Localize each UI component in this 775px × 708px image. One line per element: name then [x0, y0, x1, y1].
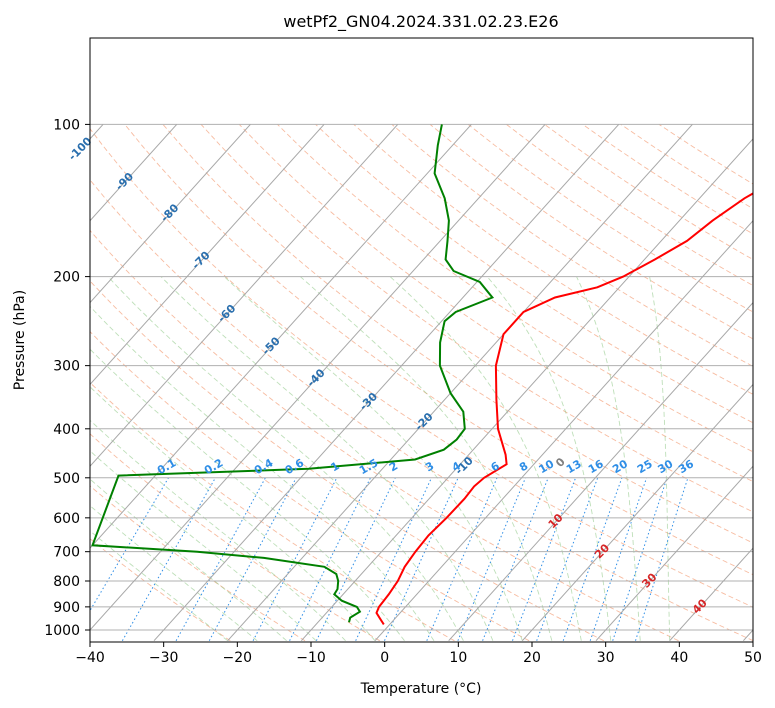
isotherm-line: [521, 383, 753, 642]
mixing-ratio-line: [426, 477, 498, 641]
y-tick-label: 800: [53, 574, 80, 590]
x-tick-label: 10: [449, 650, 467, 666]
isotherm-line: [669, 547, 753, 642]
axis-layer: −40 −30 −20 −10 0 10 20 30 40 50 100 200 300 400 500 60…: [44, 117, 762, 666]
isotherm-line: [90, 124, 325, 386]
x-tick-label: −10: [296, 650, 326, 666]
isotherm-line: [90, 124, 546, 631]
grid-layer: [90, 123, 753, 642]
x-tick-label: −40: [75, 650, 105, 666]
mixing-ratio-line: [635, 477, 689, 641]
chart-title: wetPf2_GN04.2024.331.02.23.E26: [283, 12, 558, 32]
dry-adiabat: [124, 124, 753, 576]
dewpoint-profile-line: [91, 124, 495, 623]
x-tick-label: −30: [149, 650, 179, 666]
moist-adiabat: [223, 276, 523, 641]
mixing-ratio-line: [562, 477, 623, 641]
y-tick-label: 700: [53, 545, 80, 561]
moist-adiabat: [389, 276, 582, 641]
dry-adiabat: [90, 229, 679, 642]
isotherm-line: [374, 219, 753, 642]
x-tick-label: 20: [523, 650, 541, 666]
dry-adiabat: [90, 127, 753, 608]
mixing-ratio-line: [512, 477, 577, 641]
series-layer: [91, 124, 753, 625]
mixing-ratio-line: [457, 477, 526, 641]
y-tick-label: 900: [53, 600, 80, 616]
x-tick-label: 40: [670, 650, 688, 666]
dry-adiabat: [90, 485, 306, 642]
isotherm-line: [90, 124, 399, 468]
moist-adiabat: [486, 276, 612, 641]
isotherm-line: [90, 124, 472, 549]
moist-adiabat: [90, 386, 376, 642]
y-tick-label: 600: [53, 511, 80, 527]
x-tick-label: 0: [380, 650, 389, 666]
dry-adiabat: [315, 124, 753, 424]
isotherm-line: [300, 138, 753, 642]
mixing-ratio-line: [208, 477, 297, 641]
y-tick-label: 300: [53, 359, 80, 375]
x-tick-label: 50: [744, 650, 762, 666]
mixing-ratio-line: [384, 477, 459, 641]
dry-adiabat: [277, 124, 753, 453]
isotherm-line: [595, 465, 753, 642]
isotherm-line: [90, 124, 251, 304]
x-tick-label: −20: [223, 650, 253, 666]
isotherm-line: [90, 124, 178, 222]
y-tick-label: 100: [53, 117, 80, 133]
moist-adiabat: [90, 478, 287, 642]
dry-adiabat: [90, 330, 530, 642]
moist-adiabat: [576, 276, 641, 641]
mixing-ratio-line: [589, 477, 648, 641]
moist-adiabat: [649, 276, 671, 641]
moist-adiabat: [160, 276, 494, 641]
plot-frame: [89, 37, 754, 643]
plot-background: [90, 38, 753, 642]
y-tick-label: 1000: [44, 623, 80, 639]
mixing-ratio-line: [252, 477, 338, 641]
x-tick-label: 30: [597, 650, 615, 666]
mixing-ratio-line: [175, 477, 266, 641]
dry-adiabat: [238, 124, 753, 483]
y-axis-label: Pressure (hPa): [12, 290, 28, 390]
moist-adiabat: [107, 276, 464, 641]
mixing-ratio-line: [121, 477, 216, 641]
dry-adiabat: [162, 124, 753, 544]
y-tick-label: 400: [53, 422, 80, 438]
mixing-ratio-line: [482, 477, 549, 641]
y-tick-label: 200: [53, 270, 80, 286]
moist-adiabat: [90, 505, 258, 642]
dry-adiabat: [429, 124, 753, 340]
isotherm-line: [227, 124, 693, 642]
dry-adiabat: [90, 381, 455, 642]
temperature-profile-line: [375, 192, 753, 625]
x-axis-label: Temperature (°C): [360, 681, 482, 697]
isotherm-line: [448, 301, 753, 642]
moist-adiabat: [90, 530, 228, 642]
moist-adiabat: [90, 450, 317, 642]
moist-adiabat: [90, 305, 435, 641]
y-tick-label: 500: [53, 471, 80, 487]
moist-adiabat: [300, 276, 553, 641]
mixing-ratio-line: [612, 477, 668, 641]
